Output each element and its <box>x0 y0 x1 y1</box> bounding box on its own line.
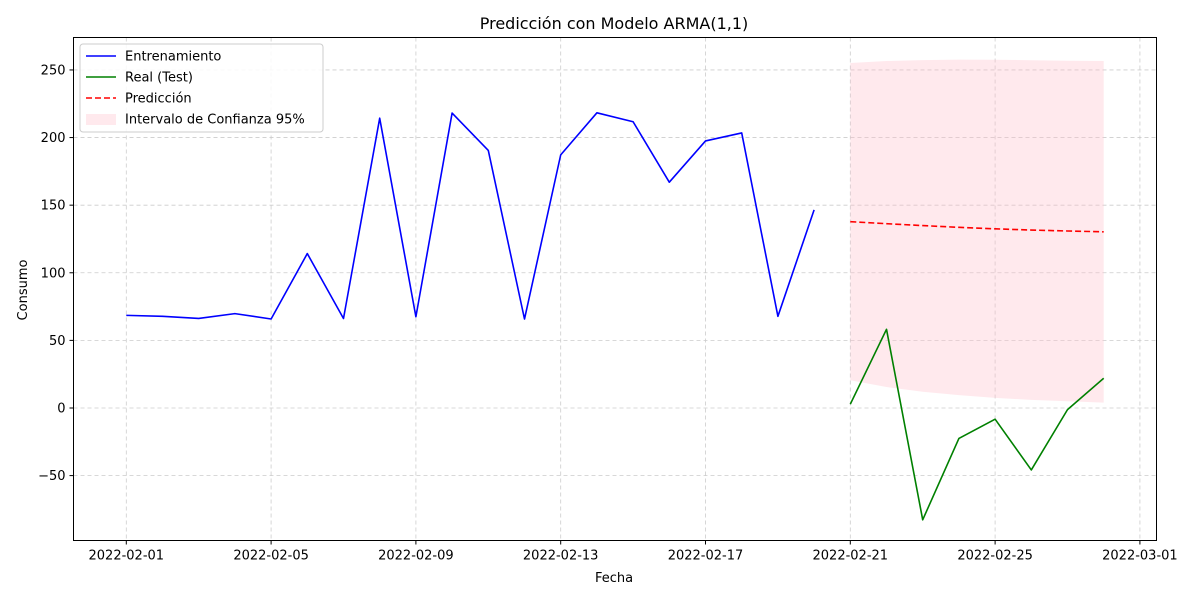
x-tick-label: 2022-02-17 <box>668 549 744 564</box>
y-tick-label: −50 <box>38 469 65 484</box>
series-layer <box>126 112 1105 521</box>
confidence-band <box>850 59 1104 403</box>
y-tick-label: 100 <box>41 266 66 281</box>
x-tick-label: 2022-02-09 <box>378 549 454 564</box>
x-tick-label: 2022-02-05 <box>233 549 309 564</box>
y-tick-label: 0 <box>57 401 65 416</box>
legend-label: Entrenamiento <box>125 50 221 65</box>
legend-label: Real (Test) <box>125 71 193 86</box>
x-tick-label: 2022-02-01 <box>89 549 165 564</box>
axis-ticks: 2022-02-01 2022-02-05 2022-02-09 2022-02-13… <box>38 63 1178 563</box>
plot-frame <box>73 37 1157 541</box>
confidence-band-layer <box>850 59 1104 403</box>
grid <box>73 37 1157 541</box>
series-line-predicci-n <box>850 220 1104 233</box>
legend-swatch <box>86 114 116 125</box>
legend-box <box>79 43 324 133</box>
y-tick-label: 200 <box>41 131 66 146</box>
y-tick-label: 250 <box>41 63 66 78</box>
y-tick-label: 150 <box>41 199 66 214</box>
x-tick-label: 2022-03-01 <box>1102 549 1178 564</box>
x-axis-label: Fecha <box>595 571 633 586</box>
y-tick-label: 50 <box>49 334 66 349</box>
y-axis-label: Consumo <box>16 260 31 321</box>
series-line-entrenamiento <box>126 112 815 320</box>
legend-label: Intervalo de Confianza 95% <box>125 113 305 128</box>
series-line-real-test <box>849 328 1105 521</box>
chart-title: Predicción con Modelo ARMA(1,1) <box>480 14 749 33</box>
legend-label: Predicción <box>125 92 192 107</box>
legend: Entrenamiento Real (Test) Predicción Interv… <box>79 43 324 133</box>
x-tick-label: 2022-02-25 <box>957 549 1033 564</box>
x-tick-label: 2022-02-13 <box>523 549 599 564</box>
x-tick-label: 2022-02-21 <box>813 549 889 564</box>
